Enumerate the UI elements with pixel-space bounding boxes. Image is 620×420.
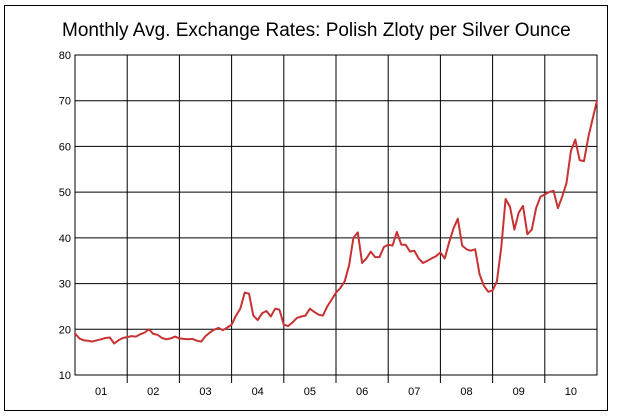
x-tick-label: 01 — [95, 386, 107, 398]
x-tick-label: 10 — [565, 386, 577, 398]
series-lines — [74, 99, 598, 345]
x-tick-label: 09 — [513, 386, 525, 398]
x-tick-label: 08 — [460, 386, 472, 398]
y-tick-label: 70 — [59, 96, 71, 108]
x-tick-label: 04 — [252, 386, 264, 398]
y-tick-label: 80 — [59, 50, 71, 62]
chart-title: Monthly Avg. Exchange Rates: Polish Zlot… — [62, 20, 571, 41]
series-line-0 — [74, 99, 598, 345]
x-tick-label: 03 — [199, 386, 211, 398]
y-tick-label: 60 — [59, 141, 71, 153]
x-tick-label: 05 — [304, 386, 316, 398]
x-tick-label: 02 — [147, 386, 159, 398]
chart-frame — [4, 5, 608, 411]
grid-lines — [75, 55, 597, 383]
plot-area-border — [74, 54, 598, 376]
x-tick-label: 07 — [408, 386, 420, 398]
y-tick-label: 40 — [59, 233, 71, 245]
y-tick-label: 50 — [59, 187, 71, 199]
x-tick-label: 06 — [356, 386, 368, 398]
y-tick-label: 30 — [59, 279, 71, 291]
y-tick-label: 20 — [59, 324, 71, 336]
plot-border — [74, 54, 598, 376]
y-axis-tick-labels: 10 20 30 40 50 60 70 80 — [59, 50, 71, 382]
y-tick-label: 10 — [59, 370, 71, 382]
x-axis-tick-labels: 01 02 03 04 05 06 07 08 09 10 — [95, 386, 577, 398]
